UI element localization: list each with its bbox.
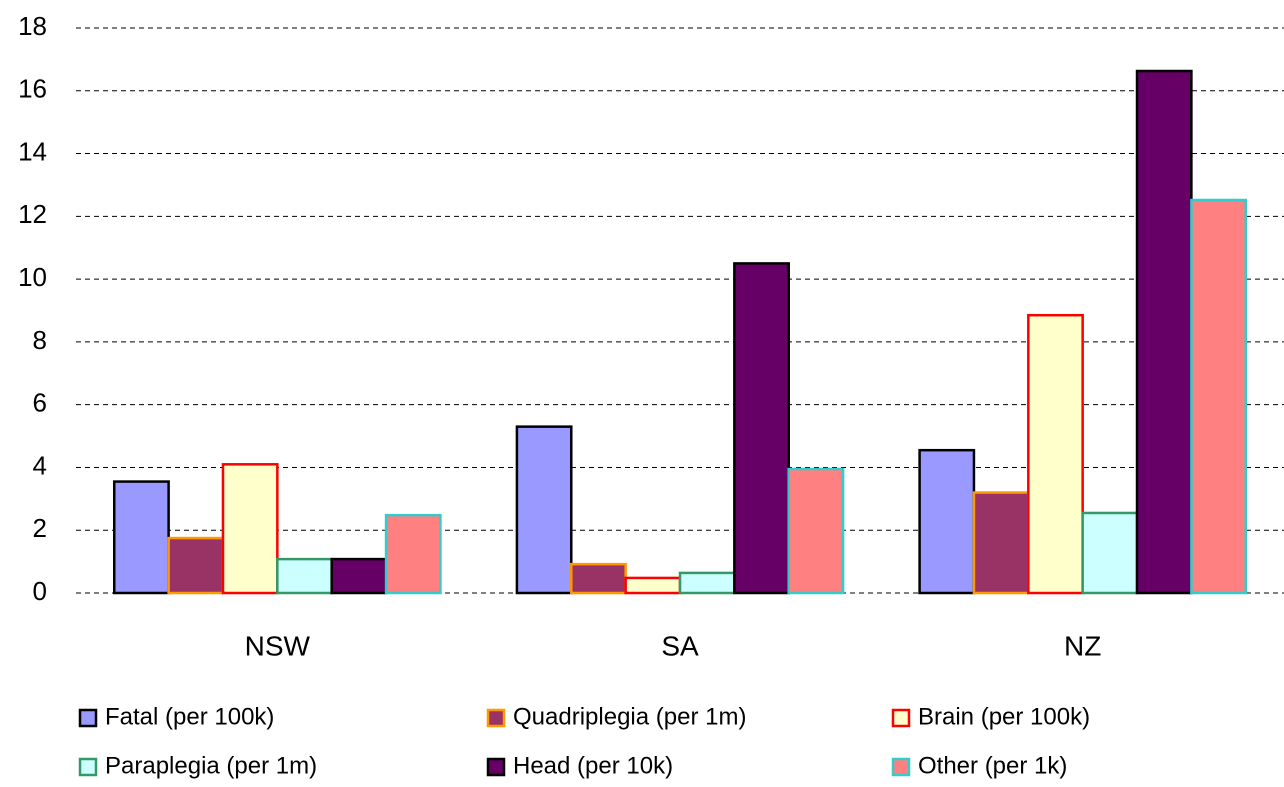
bar — [330, 557, 388, 595]
bar — [384, 513, 442, 595]
bar — [678, 571, 736, 595]
bar — [1081, 511, 1139, 595]
bar — [113, 480, 170, 595]
y-tick-label: 14 — [18, 136, 47, 166]
x-tick-label: NSW — [245, 630, 311, 661]
bar — [787, 467, 845, 595]
x-tick-label: SA — [661, 630, 699, 661]
bar — [1027, 313, 1084, 595]
legend-label: Head (per 10k) — [513, 752, 673, 779]
x-tick-label: NZ — [1064, 630, 1101, 661]
legend-marker — [891, 708, 911, 728]
y-tick-label: 8 — [33, 325, 47, 355]
legend-marker — [486, 757, 506, 777]
legend-marker — [78, 708, 98, 728]
bar — [167, 536, 225, 595]
y-tick-label: 12 — [18, 199, 47, 229]
legend-marker — [486, 708, 506, 728]
bar — [276, 557, 333, 595]
legend-marker — [891, 757, 911, 777]
bar — [624, 576, 682, 595]
legend-marker — [78, 757, 98, 777]
legend-label: Paraplegia (per 1m) — [105, 752, 317, 779]
legend-label: Other (per 1k) — [918, 752, 1067, 779]
bar — [515, 425, 573, 595]
bar — [1135, 69, 1193, 595]
y-tick-label: 4 — [33, 450, 47, 480]
bar — [221, 463, 279, 595]
bar — [1190, 198, 1247, 595]
y-tick-label: 16 — [18, 74, 47, 104]
y-tick-label: 10 — [18, 262, 47, 292]
legend-label: Quadriplegia (per 1m) — [513, 703, 746, 730]
y-tick-label: 0 — [33, 576, 47, 606]
bar — [570, 562, 627, 595]
bar — [972, 491, 1030, 595]
legend-label: Fatal (per 100k) — [105, 703, 274, 730]
y-tick-label: 18 — [18, 11, 47, 41]
y-tick-label: 2 — [33, 513, 47, 543]
y-tick-label: 6 — [33, 388, 47, 418]
bar — [918, 448, 976, 595]
legend-label: Brain (per 100k) — [918, 703, 1090, 730]
bar — [733, 262, 790, 595]
